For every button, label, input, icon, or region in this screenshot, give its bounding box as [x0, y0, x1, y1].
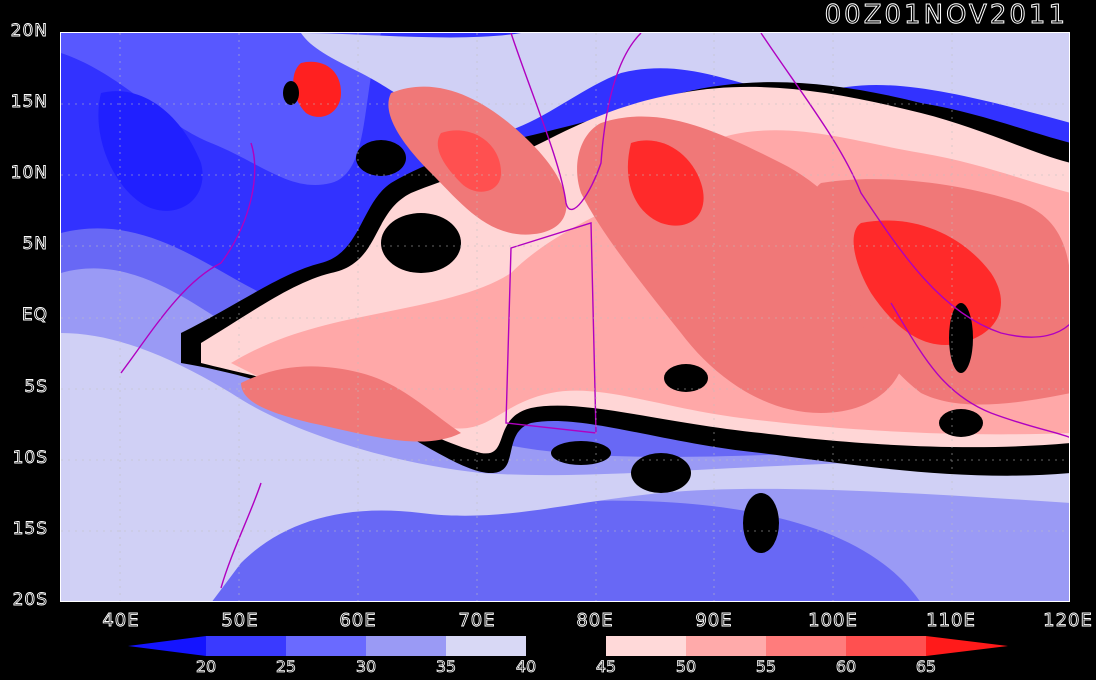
black-patch-2: [356, 140, 406, 176]
colorbar: [128, 636, 1008, 656]
lon-label-120e: 120E: [1043, 610, 1093, 632]
coast-madagascar: [220, 482, 262, 589]
graticule: [61, 33, 1069, 601]
colorbar-label-40: 40: [515, 657, 537, 677]
lat-label-10s: 10S: [12, 448, 48, 469]
colorbar-segment-40-45: [526, 636, 606, 656]
colorbar-segment-55-60: [766, 636, 846, 656]
colorbar-label-45: 45: [595, 657, 617, 677]
colorbar-label-50: 50: [675, 657, 697, 677]
contour-band-deep: [98, 91, 203, 211]
lat-label-10n: 10N: [10, 163, 48, 184]
colorbar-label-60: 60: [835, 657, 857, 677]
black-patch-1: [381, 213, 461, 273]
lat-label-15n: 15N: [10, 92, 48, 113]
black-patch-3: [283, 81, 299, 105]
colorbar-label-55: 55: [755, 657, 777, 677]
lon-label-50e: 50E: [221, 610, 259, 632]
colorbar-segment-25-30: [286, 636, 366, 656]
colorbar-label-65: 65: [915, 657, 937, 677]
colorbar-segment-30-35: [366, 636, 446, 656]
lon-label-110e: 110E: [926, 610, 976, 632]
colorbar-segment-50-55: [686, 636, 766, 656]
black-patch-6: [664, 364, 708, 392]
contour-band-35: [61, 268, 1069, 601]
lon-label-100e: 100E: [808, 610, 858, 632]
black-patch-5: [939, 409, 983, 437]
lat-label-eq: EQ: [21, 305, 48, 326]
contour-core-nw: [293, 61, 341, 117]
lat-label-20n: 20N: [10, 21, 48, 42]
lat-label-5s: 5S: [24, 377, 48, 398]
colorbar-arrow-left: [128, 636, 206, 656]
coast-sea: [760, 33, 1069, 338]
map-panel: [60, 32, 1070, 602]
colorbar-label-20: 20: [195, 657, 217, 677]
lon-label-40e: 40E: [102, 610, 140, 632]
timestamp-title: 00Z01NOV2011: [824, 0, 1068, 31]
lat-label-15s: 15S: [12, 519, 48, 540]
coast-sumatra: [890, 302, 1069, 438]
contour-patch-sw: [241, 366, 461, 442]
lon-label-60e: 60E: [339, 610, 377, 632]
colorbar-label-35: 35: [435, 657, 457, 677]
colorbar-arrow-right: [926, 636, 1008, 656]
contour-core-n: [437, 130, 501, 192]
colorbar-segment-45-50: [606, 636, 686, 656]
black-patch-9: [551, 441, 611, 465]
contour-band-north: [301, 33, 1069, 135]
black-patch-4: [949, 303, 973, 373]
lon-label-70e: 70E: [458, 610, 496, 632]
coast-india: [510, 33, 642, 211]
lat-label-5n: 5N: [22, 234, 48, 255]
black-patch-8: [631, 453, 691, 493]
lon-label-80e: 80E: [576, 610, 614, 632]
contour-core-c: [627, 140, 704, 226]
colorbar-label-30: 30: [355, 657, 377, 677]
lat-label-20s: 20S: [12, 590, 48, 611]
colorbar-label-25: 25: [275, 657, 297, 677]
black-patch-7: [743, 493, 779, 553]
lon-label-90e: 90E: [695, 610, 733, 632]
colorbar-segment-20-25: [206, 636, 286, 656]
colorbar-segment-60-65: [846, 636, 926, 656]
contour-map: [61, 33, 1069, 601]
colorbar-segment-35-40: [446, 636, 526, 656]
contour-band-40: [61, 333, 1069, 601]
coast-africa: [120, 142, 256, 374]
